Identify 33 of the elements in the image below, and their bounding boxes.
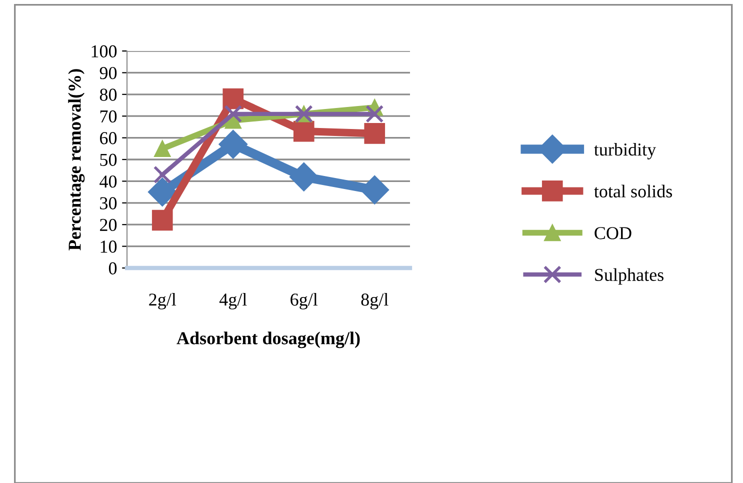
y-tick-label: 10: [100, 240, 117, 253]
y-tick-label: 30: [100, 197, 117, 210]
point: [289, 162, 318, 192]
point: [148, 178, 177, 206]
y-tick-label: 20: [100, 218, 117, 232]
y-tick-label: 60: [100, 132, 117, 144]
point: [293, 120, 314, 142]
point: [154, 140, 171, 157]
x-axis-title: Adsorbent dosage(mg/l): [176, 332, 360, 348]
point: [152, 210, 173, 231]
x-tick-label: 4g/l: [219, 293, 247, 310]
y-tick-label: 50: [100, 154, 117, 166]
y-tick-label: 70: [100, 110, 117, 123]
y-axis-title: Percentage removal(%): [68, 69, 85, 250]
y-tick-label: 80: [100, 88, 117, 101]
point: [360, 175, 390, 204]
y-tick-label: 90: [100, 66, 117, 80]
point: [222, 88, 244, 110]
point: [153, 166, 172, 184]
legend-label: total solids: [594, 184, 672, 198]
x-tick-label: 2g/l: [149, 293, 176, 310]
y-tick-label: 100: [92, 45, 117, 58]
legend-label: turbidity: [594, 142, 656, 160]
x-tick-label: 6g/l: [290, 293, 318, 310]
point: [224, 104, 242, 123]
y-tick-label: 40: [100, 175, 117, 188]
legend-label: COD: [594, 227, 632, 240]
point: [218, 130, 248, 159]
point: [366, 104, 384, 123]
legend-label: Sulphates: [595, 268, 664, 285]
y-tick-label: 0: [108, 262, 117, 274]
x-tick-label: 8g/l: [361, 293, 388, 310]
point: [364, 123, 386, 144]
